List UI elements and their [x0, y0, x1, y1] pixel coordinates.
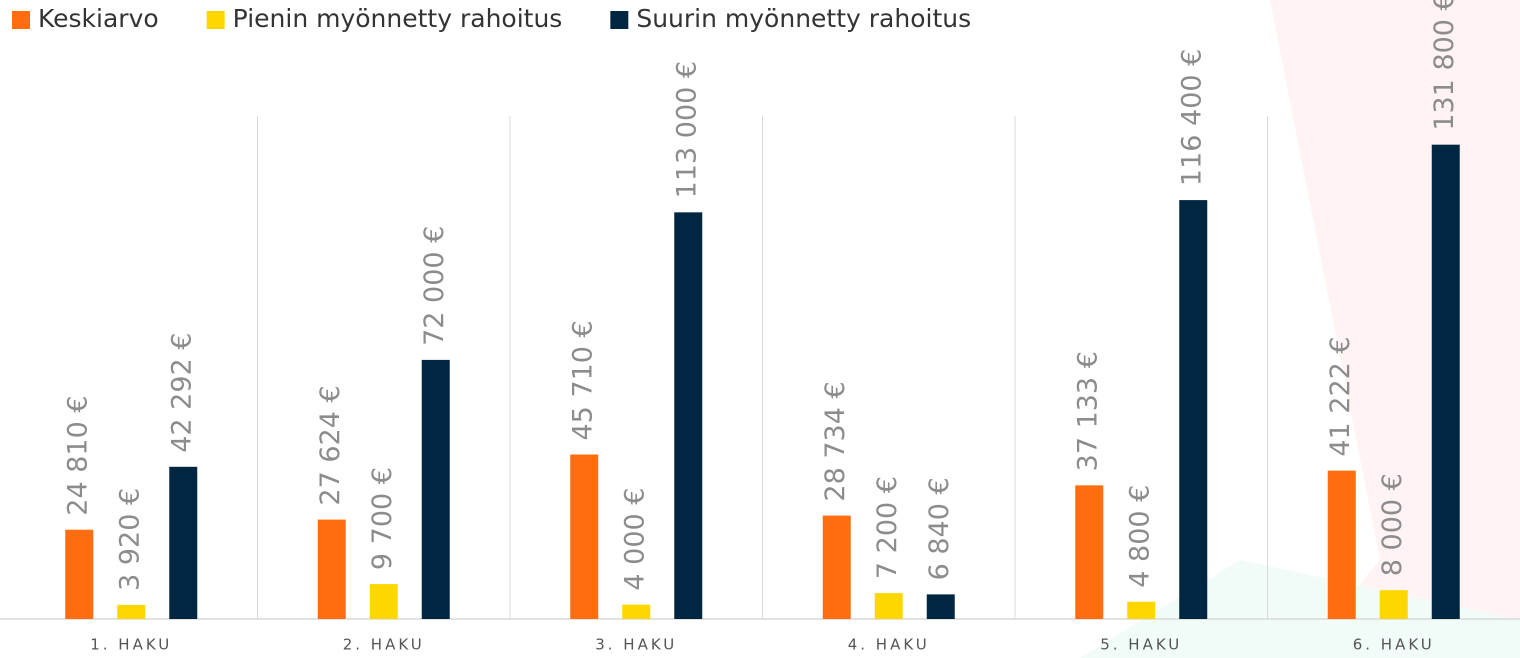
- value-label: 72 000 €: [419, 226, 450, 346]
- bar: [822, 515, 851, 619]
- bar: [570, 454, 599, 619]
- bar: [874, 593, 903, 619]
- x-tick-label: 2. HAKU: [343, 636, 425, 654]
- value-label: 9 700 €: [367, 467, 398, 570]
- bar: [1379, 590, 1408, 619]
- legend-swatch: [12, 11, 30, 29]
- bar: [1127, 601, 1156, 619]
- value-label: 7 200 €: [872, 476, 903, 579]
- value-label: 24 810 €: [63, 395, 94, 515]
- value-label: 116 400 €: [1177, 49, 1208, 186]
- x-tick-label: 6. HAKU: [1353, 636, 1435, 654]
- legend-label: Suurin myönnetty rahoitus: [636, 4, 971, 33]
- bar: [369, 584, 398, 619]
- bar: [926, 594, 955, 619]
- value-label: 113 000 €: [672, 61, 703, 198]
- value-label: 27 624 €: [315, 385, 346, 505]
- legend-swatch: [206, 11, 225, 29]
- bar: [622, 604, 651, 619]
- value-label: 42 292 €: [167, 333, 198, 453]
- bar: [674, 212, 703, 619]
- x-tick-label: 3. HAKU: [595, 636, 677, 654]
- value-label: 8 000 €: [1377, 473, 1408, 576]
- x-tick-label: 5. HAKU: [1100, 636, 1182, 654]
- value-label: 45 710 €: [568, 320, 599, 440]
- bar: [1075, 485, 1104, 619]
- value-label: 6 840 €: [924, 477, 955, 580]
- value-label: 41 222 €: [1325, 336, 1356, 456]
- value-label: 4 800 €: [1125, 485, 1156, 588]
- legend-label: Pienin myönnetty rahoitus: [233, 4, 563, 33]
- background-shape: [1080, 560, 1520, 658]
- bar: [317, 519, 346, 619]
- value-label: 3 920 €: [115, 488, 146, 591]
- legend-label: Keskiarvo: [38, 4, 159, 33]
- x-tick-label: 1. HAKU: [90, 636, 172, 654]
- value-label: 28 734 €: [820, 381, 851, 501]
- value-label: 37 133 €: [1073, 351, 1104, 471]
- bar: [1179, 200, 1208, 620]
- legend-swatch: [610, 11, 629, 29]
- x-tick-label: 4. HAKU: [848, 636, 930, 654]
- bar: [169, 466, 198, 619]
- value-label: 4 000 €: [620, 488, 651, 591]
- bar: [1327, 470, 1356, 619]
- bar: [117, 604, 146, 619]
- value-label: 131 800 €: [1429, 0, 1460, 131]
- bar: [1431, 144, 1460, 619]
- bar: [65, 529, 94, 619]
- bar: [421, 359, 450, 619]
